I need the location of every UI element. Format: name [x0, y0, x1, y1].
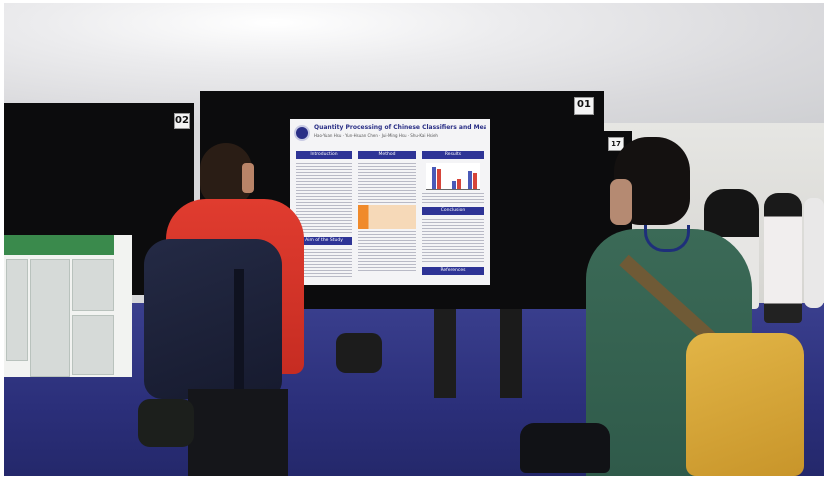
poster-left-block [72, 259, 114, 311]
section-header-references: References [422, 267, 484, 275]
results-bar [437, 169, 441, 189]
face [242, 163, 254, 193]
results-text [422, 193, 484, 203]
floor-bag [138, 399, 194, 447]
poster-left [4, 235, 132, 377]
section-header-method: Method [358, 151, 416, 159]
method-text [358, 163, 416, 203]
background-person [764, 193, 802, 323]
results-bar [473, 173, 477, 189]
poster-title: Quantity Processing of Chinese Classifie… [314, 124, 486, 131]
background-legs [434, 303, 544, 398]
method-table [358, 205, 416, 229]
yellow-backpack [686, 333, 804, 476]
method-text-lower [358, 231, 416, 271]
research-poster: Quantity Processing of Chinese Classifie… [290, 119, 490, 285]
results-bar [468, 171, 472, 189]
poster-left-header [4, 235, 114, 255]
pants [188, 389, 288, 476]
university-logo [294, 125, 310, 141]
results-bar [432, 167, 436, 189]
section-header-results: Results [422, 151, 484, 159]
background-person [804, 198, 824, 308]
results-bar [452, 181, 456, 189]
conference-poster-hall-photo: 02 01 17 Quantity Processing of Chinese … [4, 3, 824, 476]
floor-bag [520, 423, 610, 473]
poster-left-block [6, 259, 28, 361]
backpack-strap [234, 269, 244, 389]
board-number-label: 17 [608, 137, 624, 151]
board-number-label: 01 [574, 97, 594, 115]
person-green-sweater [584, 133, 809, 476]
floor-bag [336, 333, 382, 373]
conclusion-text [422, 219, 484, 263]
section-header-conclusion: Conclusion [422, 207, 484, 215]
aim-text [296, 249, 352, 279]
introduction-text [296, 163, 352, 233]
person-red-jacket [144, 139, 314, 476]
lanyard [644, 225, 690, 252]
face [610, 179, 632, 225]
poster-left-block [72, 315, 114, 375]
poster-board-left: 02 [4, 103, 194, 377]
poster-authors: Hao-Yuan Hsu · Yun-Hsuan Chen · Jui-Ming… [314, 133, 438, 138]
poster-left-block [30, 259, 70, 377]
section-header-introduction: Introduction [296, 151, 352, 159]
results-bar [457, 179, 461, 189]
backpack-navy [144, 239, 282, 399]
section-header-aim: Aim of the Study [296, 237, 352, 245]
board-number-label: 02 [174, 113, 190, 129]
results-chart [426, 163, 480, 190]
